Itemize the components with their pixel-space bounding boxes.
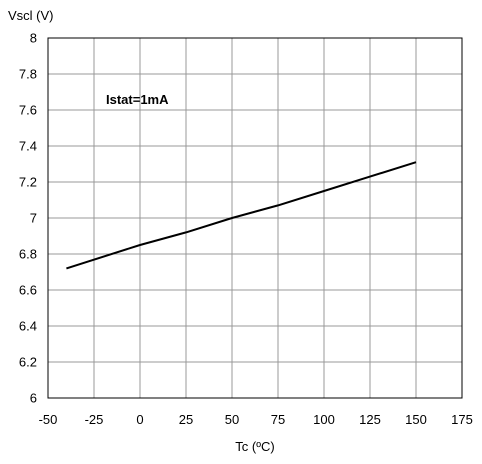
- series-line-0: [66, 161, 417, 270]
- y-tick-label: 8: [30, 31, 37, 46]
- y-tick-label: 7.2: [19, 175, 37, 190]
- series-group: [66, 161, 417, 270]
- x-axis-label: Tc (ºC): [235, 439, 274, 454]
- x-tick-label: 50: [225, 412, 239, 427]
- x-tick-label: 75: [271, 412, 285, 427]
- y-tick-label: 7.6: [19, 103, 37, 118]
- y-tick-label: 6.6: [19, 283, 37, 298]
- x-tick-label: 100: [313, 412, 335, 427]
- y-tick-labels: 6 6.2 6.4 6.6 6.8 7 7.2 7.4 7.6 7.8 8: [19, 31, 37, 406]
- x-tick-labels: -50 -25 0 25 50 75 100 125 150 175: [39, 412, 473, 427]
- y-tick-label: 7.8: [19, 67, 37, 82]
- annotation-label: Istat=1mA: [106, 92, 169, 107]
- x-tick-label: -25: [85, 412, 104, 427]
- y-tick-label: 6.2: [19, 355, 37, 370]
- x-tick-label: -50: [39, 412, 58, 427]
- x-tick-label: 25: [179, 412, 193, 427]
- y-tick-label: 7: [30, 211, 37, 226]
- y-tick-label: 7.4: [19, 139, 37, 154]
- x-tick-label: 125: [359, 412, 381, 427]
- x-tick-label: 175: [451, 412, 473, 427]
- y-tick-label: 6: [30, 391, 37, 406]
- y-tick-label: 6.4: [19, 319, 37, 334]
- y-tick-label: 6.8: [19, 247, 37, 262]
- y-axis-label: Vscl (V): [8, 8, 54, 23]
- plot-frame: [47, 37, 463, 399]
- x-tick-label: 0: [136, 412, 143, 427]
- x-tick-label: 150: [405, 412, 427, 427]
